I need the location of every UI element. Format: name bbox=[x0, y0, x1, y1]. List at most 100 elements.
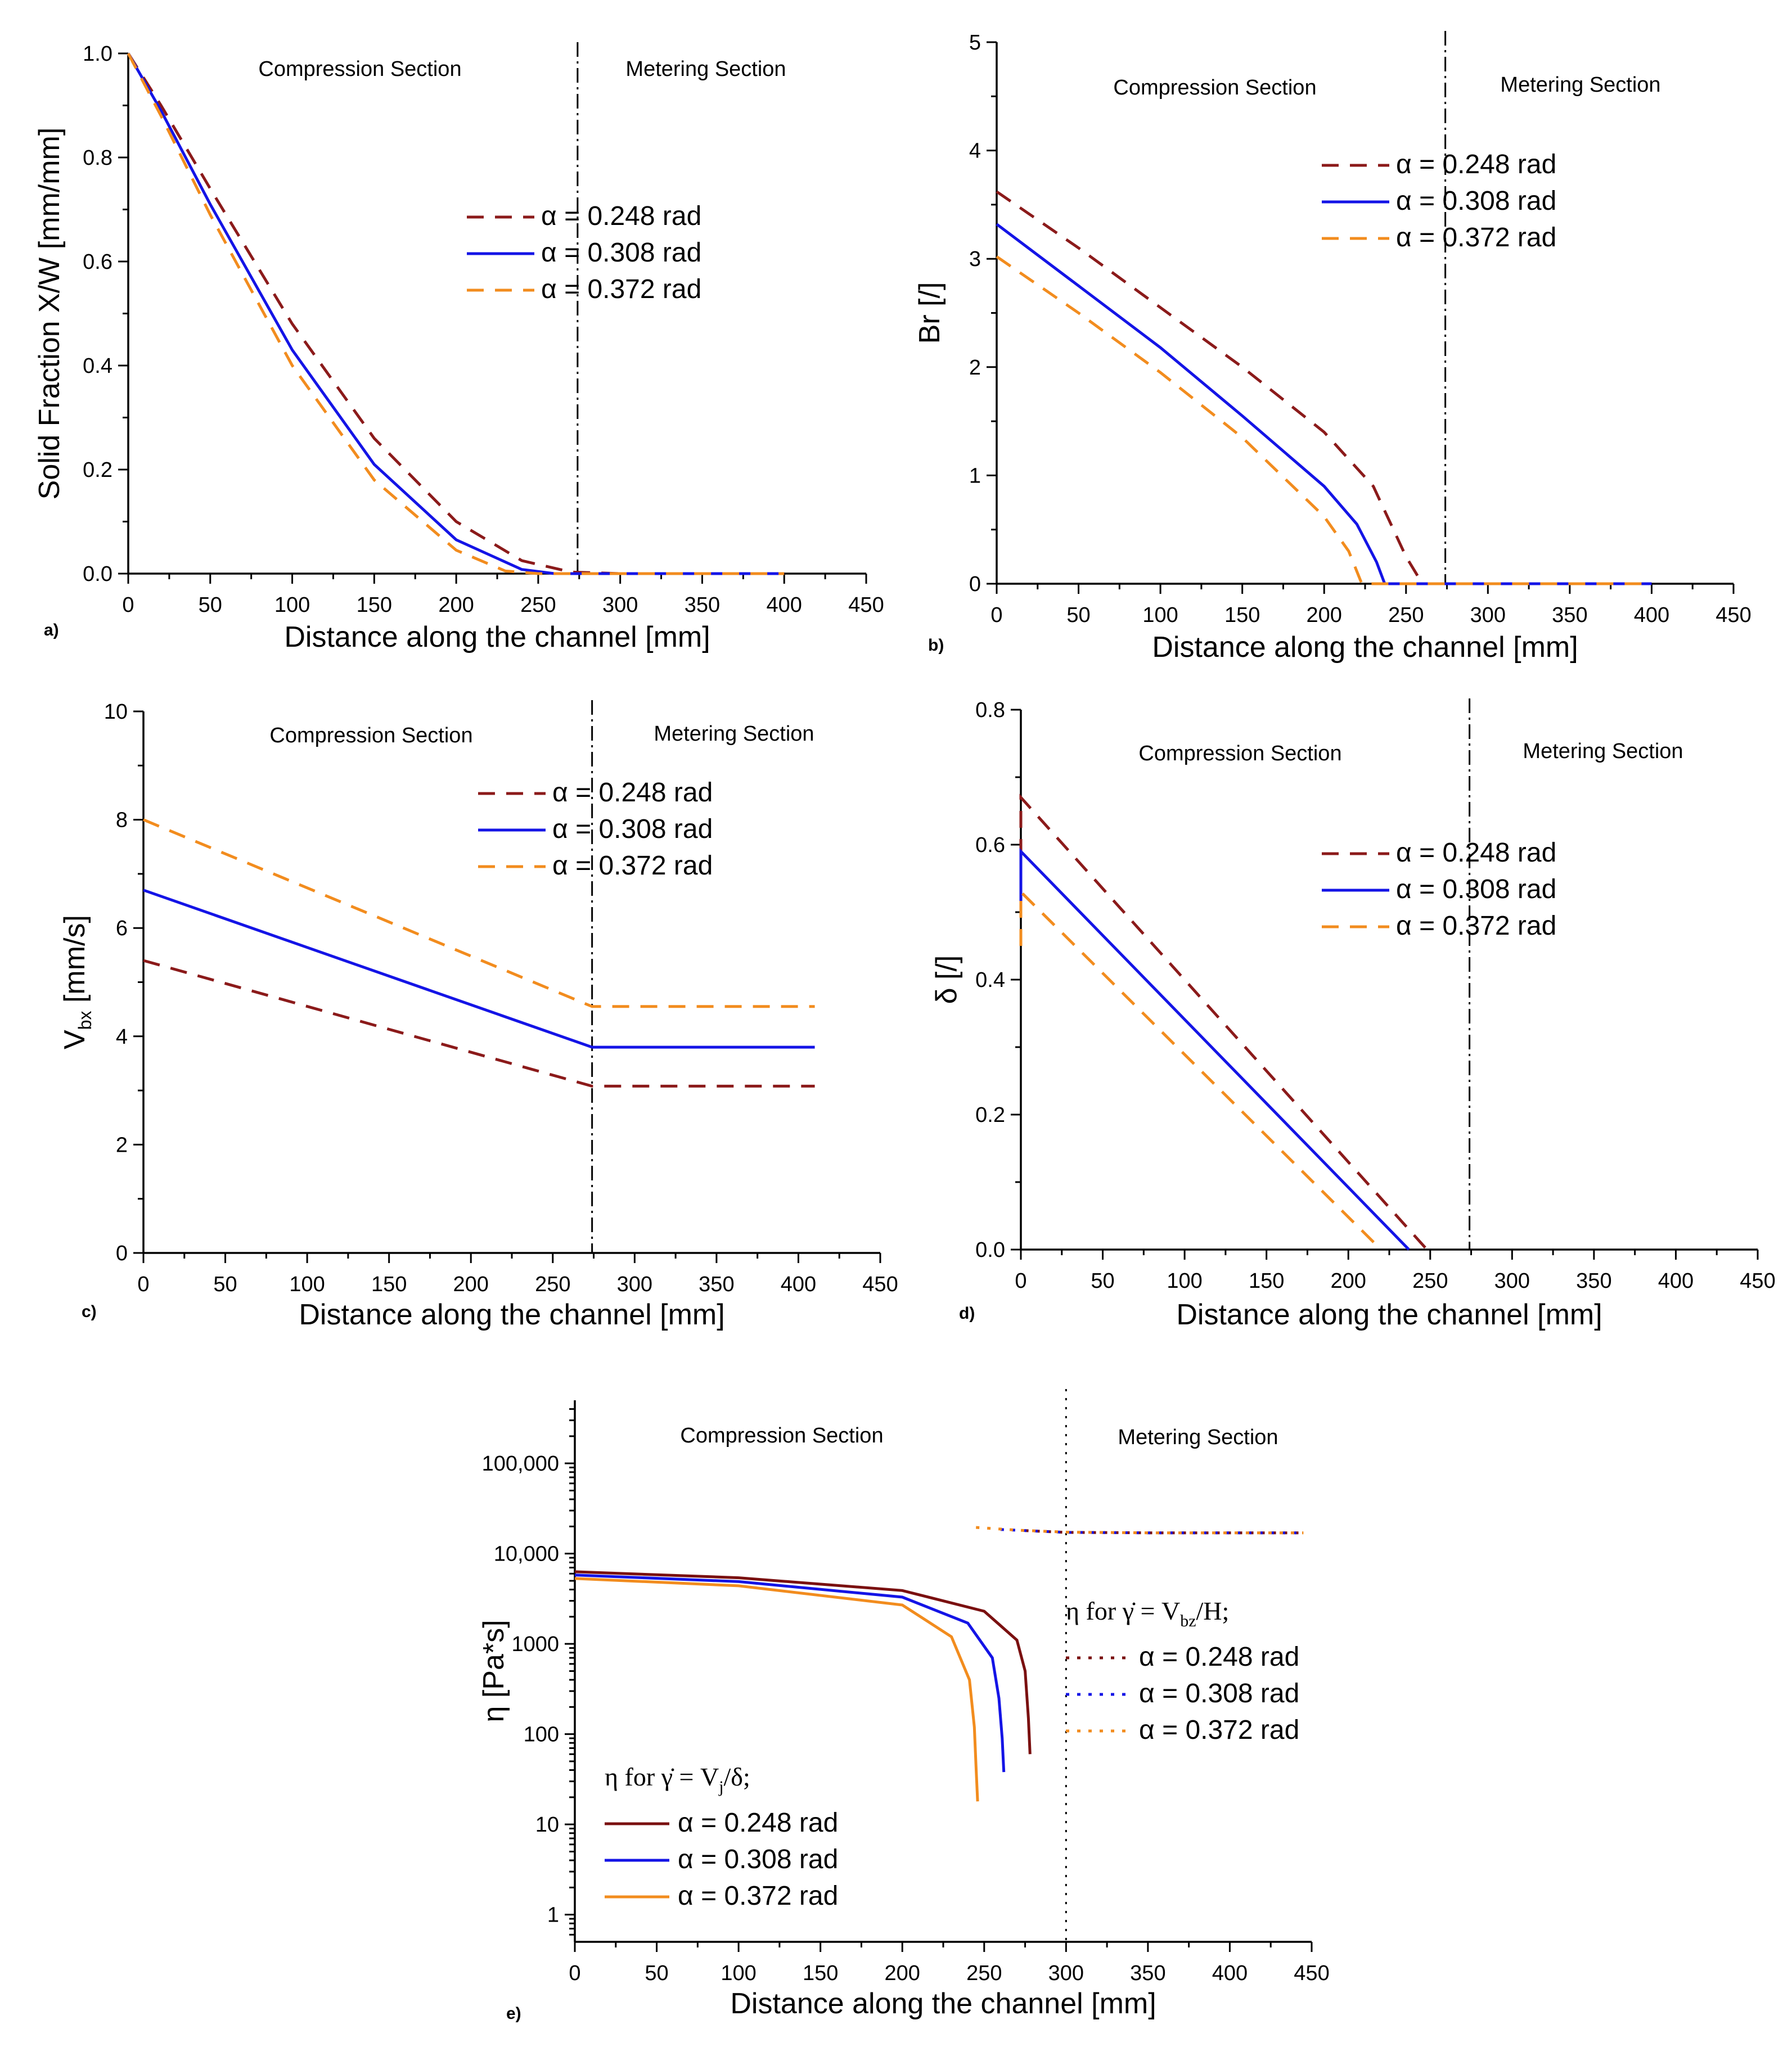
x-tick-label: 250 bbox=[520, 593, 556, 617]
series-line-3 bbox=[127, 52, 785, 575]
x-tick-label: 250 bbox=[1412, 1269, 1448, 1293]
x-tick-label: 450 bbox=[848, 593, 884, 617]
y-axis-title: η [Pa*s] bbox=[478, 1620, 510, 1722]
y-tick-label: 0.2 bbox=[83, 458, 112, 482]
x-tick-label: 0 bbox=[122, 593, 134, 617]
series-line-2 bbox=[996, 223, 1652, 585]
x-tick-label: 300 bbox=[1470, 603, 1506, 627]
x-tick-label: 200 bbox=[453, 1273, 489, 1296]
series-line-3 bbox=[574, 1577, 979, 1802]
legend-title: η for γ̇ = Vbz/H; bbox=[1066, 1597, 1229, 1630]
panel-label: c) bbox=[82, 1302, 97, 1321]
legend-label: α = 0.248 rad bbox=[541, 201, 701, 231]
chart-panel-c: 0 50 100 150 200 250 300 350 400 450 0 2 4 6 8 10 Distan… bbox=[58, 700, 898, 1331]
section-label-metering: Metering Section bbox=[1500, 73, 1660, 97]
x-tick-label: 350 bbox=[1552, 603, 1587, 627]
series-line-2 bbox=[143, 889, 815, 1049]
y-tick-label: 0 bbox=[116, 1242, 128, 1265]
x-tick-label: 400 bbox=[1658, 1269, 1694, 1293]
y-tick-label: 0.8 bbox=[83, 146, 112, 170]
section-label-compression: Compression Section bbox=[1113, 76, 1316, 100]
legend-label: α = 0.248 rad bbox=[552, 778, 713, 808]
x-tick-label: 450 bbox=[1294, 1962, 1329, 1985]
y-tick-label: 10 bbox=[535, 1813, 559, 1837]
y-axis-title: Solid Fraction X/W [mm/mm] bbox=[33, 128, 66, 500]
y-tick-label: 0.8 bbox=[975, 698, 1005, 722]
x-tick-label: 250 bbox=[535, 1273, 570, 1296]
x-tick-label: 50 bbox=[213, 1273, 237, 1296]
y-tick-label: 3 bbox=[969, 247, 981, 271]
x-tick-label: 150 bbox=[1249, 1269, 1284, 1293]
chart-panel-a: 0 50 100 150 200 250 300 350 400 450 0.0 0.2 0.4 0.6 0… bbox=[33, 42, 884, 653]
y-tick-label: 6 bbox=[116, 917, 128, 940]
y-tick-label: 0.6 bbox=[83, 250, 112, 274]
x-tick-label: 450 bbox=[862, 1273, 898, 1296]
y-tick-label: 5 bbox=[969, 31, 981, 55]
chart-panel-b: 0 50 100 150 200 250 300 350 400 450 0 1 2 3 4 5 Distanc… bbox=[913, 31, 1752, 664]
x-tick-label: 150 bbox=[803, 1962, 838, 1985]
x-axis-title: Distance along the channel [mm] bbox=[299, 1298, 724, 1331]
x-tick-label: 100 bbox=[1167, 1269, 1202, 1293]
x-axis-title: Distance along the channel [mm] bbox=[730, 1987, 1156, 2020]
series-line-6 bbox=[976, 1526, 1304, 1535]
panel-label: a) bbox=[44, 621, 59, 639]
series-line-1 bbox=[1019, 793, 1428, 1251]
x-tick-label: 400 bbox=[1634, 603, 1669, 627]
section-label-compression: Compression Section bbox=[258, 57, 461, 81]
y-tick-label: 0.6 bbox=[975, 833, 1005, 857]
x-tick-label: 400 bbox=[767, 593, 802, 617]
y-tick-label: 0.0 bbox=[975, 1238, 1005, 1262]
legend-label: α = 0.372 rad bbox=[1139, 1715, 1299, 1745]
legend-label: α = 0.308 rad bbox=[1396, 186, 1556, 216]
legend-label: α = 0.248 rad bbox=[1396, 838, 1556, 868]
series-line-1 bbox=[127, 52, 785, 575]
x-tick-label: 100 bbox=[274, 593, 310, 617]
x-tick-label: 150 bbox=[1224, 603, 1260, 627]
y-tick-label: 2 bbox=[116, 1133, 128, 1157]
chart-panel-e: 0 50 100 150 200 250 300 350 400 450 1 10 100 1000 10,… bbox=[478, 1389, 1330, 2023]
x-axis-title: Distance along the channel [mm] bbox=[284, 621, 710, 653]
y-tick-label: 0.0 bbox=[83, 562, 112, 586]
x-tick-label: 200 bbox=[438, 593, 474, 617]
legend-label: α = 0.308 rad bbox=[678, 1845, 838, 1874]
x-tick-label: 150 bbox=[357, 593, 392, 617]
x-tick-label: 300 bbox=[1048, 1962, 1084, 1985]
series-line-2 bbox=[1019, 847, 1410, 1251]
y-tick-label: 10,000 bbox=[494, 1543, 559, 1566]
section-label-metering: Metering Section bbox=[654, 722, 814, 746]
section-label-metering: Metering Section bbox=[625, 57, 786, 81]
series-line-1 bbox=[574, 1570, 1032, 1755]
legend-label: α = 0.248 rad bbox=[1139, 1642, 1299, 1672]
x-tick-label: 450 bbox=[1716, 603, 1751, 627]
x-tick-label: 200 bbox=[1307, 603, 1342, 627]
y-tick-label: 10 bbox=[104, 700, 128, 724]
x-tick-label: 350 bbox=[1576, 1269, 1611, 1293]
x-tick-label: 100 bbox=[721, 1962, 756, 1985]
y-tick-label: 0.2 bbox=[975, 1103, 1005, 1127]
y-tick-label: 0.4 bbox=[975, 968, 1005, 992]
x-tick-label: 50 bbox=[199, 593, 222, 617]
x-tick-label: 150 bbox=[371, 1273, 407, 1296]
series-line-3 bbox=[1019, 888, 1383, 1251]
series-line-2 bbox=[574, 1573, 1006, 1773]
legend-label: α = 0.308 rad bbox=[1396, 874, 1556, 904]
y-tick-label: 0.4 bbox=[83, 354, 112, 378]
section-label-compression: Compression Section bbox=[1138, 742, 1341, 765]
x-tick-label: 100 bbox=[289, 1273, 325, 1296]
legend-label: α = 0.372 rad bbox=[541, 274, 701, 304]
x-tick-label: 450 bbox=[1740, 1269, 1775, 1293]
legend-label: α = 0.248 rad bbox=[1396, 150, 1556, 179]
section-label-metering: Metering Section bbox=[1118, 1426, 1278, 1449]
series-line-2 bbox=[127, 52, 785, 575]
y-tick-label: 8 bbox=[116, 809, 128, 832]
x-tick-label: 50 bbox=[1091, 1269, 1114, 1293]
legend-label: α = 0.308 rad bbox=[552, 814, 713, 844]
y-tick-label: 1000 bbox=[511, 1633, 559, 1656]
x-tick-label: 0 bbox=[569, 1962, 580, 1985]
y-tick-label: 2 bbox=[969, 356, 981, 380]
panel-label: e) bbox=[506, 2004, 521, 2023]
y-tick-label: 100 bbox=[524, 1723, 559, 1747]
x-tick-label: 400 bbox=[1212, 1962, 1248, 1985]
x-tick-label: 300 bbox=[1494, 1269, 1530, 1293]
